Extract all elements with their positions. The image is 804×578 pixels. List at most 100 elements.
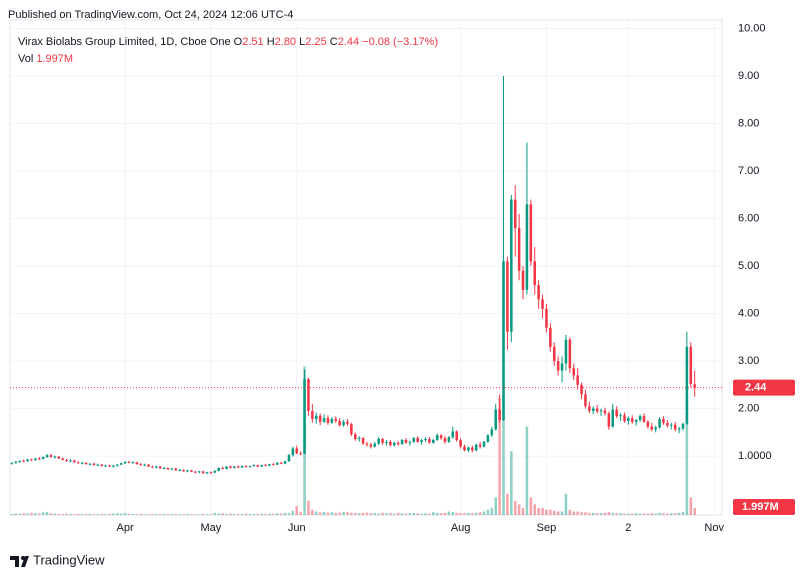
volume-bar	[350, 512, 353, 515]
volume-bar	[240, 513, 244, 515]
candle-body	[510, 199, 513, 332]
candle-body	[26, 459, 29, 462]
candle-body	[537, 285, 540, 300]
plot-frame	[9, 19, 723, 516]
candle-body	[147, 464, 150, 467]
volume-bar	[221, 513, 224, 515]
candle-body	[685, 346, 689, 424]
volume-bar	[131, 513, 135, 515]
candle-body	[666, 422, 669, 426]
volume-bar	[389, 513, 392, 515]
volume-bar	[506, 493, 509, 515]
volume-bar	[326, 512, 330, 515]
candle-body	[45, 455, 49, 458]
tradingview-logo	[10, 556, 29, 567]
volume-bar	[311, 509, 314, 515]
candle-body	[681, 423, 685, 429]
volume-bar	[681, 512, 685, 515]
volume-bar	[322, 511, 326, 515]
volume-bar	[236, 513, 240, 515]
volume-bar	[80, 513, 84, 515]
volume-bar	[537, 507, 540, 515]
volume-bar	[174, 513, 178, 515]
volume-bar	[244, 513, 248, 515]
y-tick-label: 1.0000	[738, 450, 772, 462]
volume-bar	[143, 514, 146, 515]
legend-row: Virax Biolabs Group Limited, 1D, Cboe On…	[18, 34, 438, 51]
candles	[10, 76, 696, 475]
ohlc-label: H	[266, 36, 275, 48]
volume-bar	[342, 511, 345, 515]
candle-body	[541, 299, 544, 309]
y-tick-label: 9.00	[738, 70, 759, 82]
volume-bar	[521, 507, 525, 515]
candle-body	[73, 460, 76, 463]
candle-body	[361, 438, 365, 444]
volume-bar	[10, 513, 14, 515]
volume-bar	[268, 513, 271, 515]
candle-body	[607, 413, 611, 427]
volume-bar	[689, 497, 693, 515]
ohlc-label: C	[329, 36, 338, 48]
volume-bar	[178, 514, 181, 515]
candle-body	[611, 409, 615, 427]
candle-body	[119, 463, 123, 465]
volume-bar	[123, 512, 127, 515]
candle-body	[322, 418, 326, 422]
candle-body	[65, 459, 68, 461]
volume-bar	[549, 509, 552, 515]
candle-body	[158, 466, 162, 469]
volume-bar	[151, 513, 154, 515]
x-tick-label: 2	[625, 522, 631, 534]
candle-body	[634, 419, 638, 422]
candle-body	[595, 408, 599, 412]
y-tick-label: 6.00	[738, 212, 759, 224]
volume-bar	[416, 513, 419, 515]
volume-bar	[291, 510, 295, 515]
candle-body	[275, 462, 279, 465]
volume-bar	[318, 512, 322, 515]
candle-body	[143, 464, 146, 466]
volume-bar	[513, 500, 517, 515]
candle-body	[182, 469, 185, 472]
volume-bar	[404, 513, 408, 515]
candle-body	[467, 447, 470, 451]
candle-body	[291, 448, 295, 456]
volume-bar	[225, 513, 228, 515]
volume-bar	[381, 512, 384, 515]
volume-bar	[233, 513, 236, 515]
volume-bar	[205, 514, 209, 515]
candle-body	[342, 421, 345, 426]
candle-body	[307, 379, 310, 411]
volume-bar	[595, 513, 599, 515]
candle-body	[416, 438, 419, 442]
candle-body	[354, 434, 357, 439]
volume-bar	[638, 513, 642, 515]
candle-body	[77, 462, 80, 464]
volume-bar	[572, 511, 576, 515]
candle-body	[213, 470, 217, 473]
candle-body	[517, 228, 521, 271]
x-tick-label: Aug	[451, 522, 471, 534]
y-tick-label: 4.00	[738, 307, 759, 319]
volume-tag-label: 1.997M	[742, 501, 779, 513]
volume-bar	[201, 513, 205, 515]
ohlc-value: 2.51	[242, 36, 264, 48]
volume-bar	[108, 513, 111, 515]
candle-body	[393, 442, 396, 446]
volume-bar	[494, 497, 497, 515]
candle-body	[96, 464, 100, 466]
candle-body	[552, 346, 556, 362]
volume-bar	[34, 513, 37, 515]
candle-body	[623, 415, 626, 421]
volume-bar	[412, 512, 416, 515]
candle-body	[100, 464, 103, 467]
candle-body	[482, 441, 486, 447]
volume-bar	[666, 513, 669, 515]
volume-bar	[502, 394, 505, 515]
candle-body	[22, 460, 25, 462]
candle-body	[420, 439, 423, 442]
volume-bar	[77, 513, 80, 515]
candle-body	[69, 460, 72, 462]
